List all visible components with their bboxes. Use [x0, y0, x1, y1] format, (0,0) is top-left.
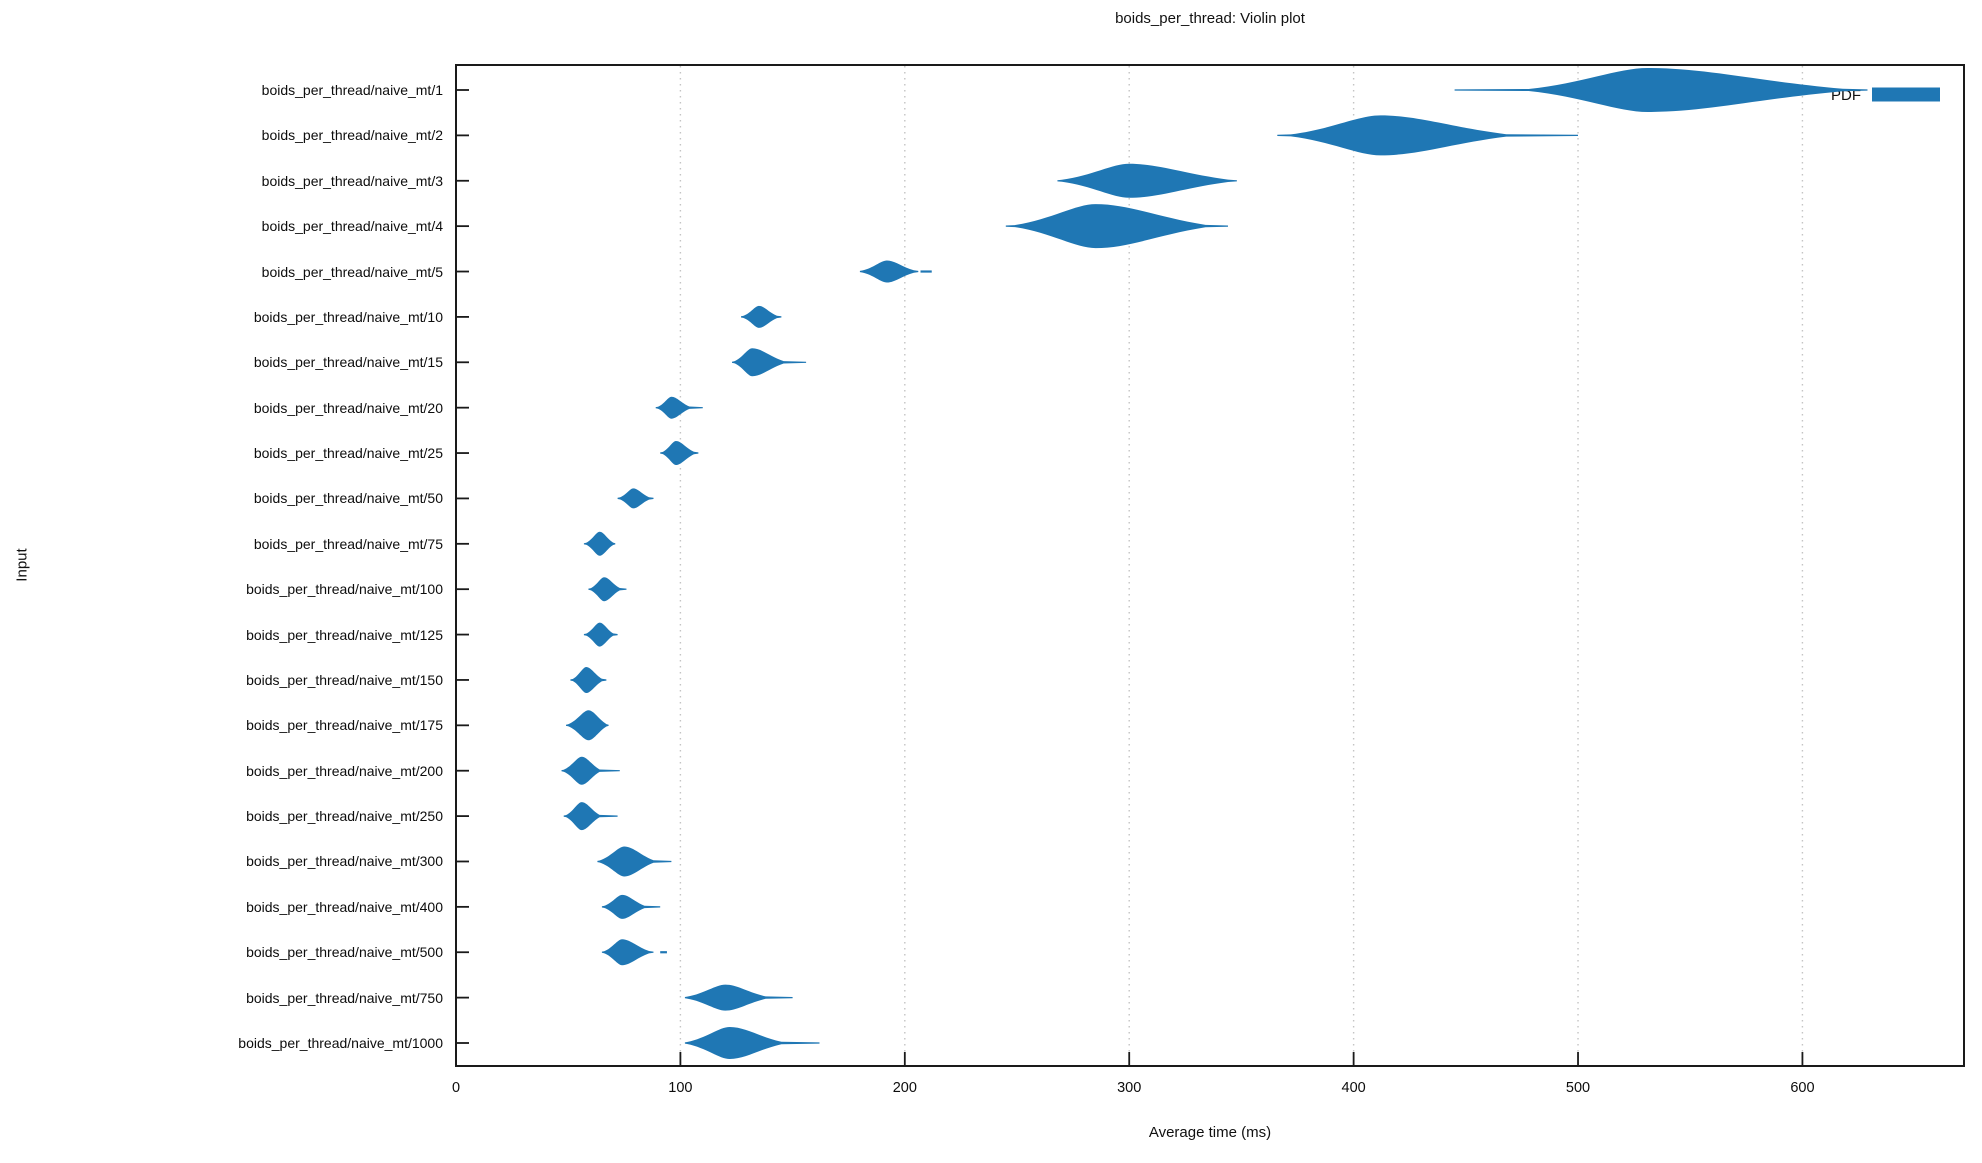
y-category-label: boids_per_thread/naive_mt/15: [253, 354, 443, 371]
x-tick-label: 600: [1790, 1080, 1815, 1096]
x-axis-title: Average time (ms): [1148, 1124, 1272, 1141]
violin: [563, 802, 618, 831]
violin: [1005, 204, 1228, 249]
violin: [1057, 163, 1237, 198]
y-category-label: boids_per_thread/naive_mt/250: [246, 808, 443, 825]
violin: [660, 441, 699, 465]
violin: [684, 1027, 820, 1059]
y-category-label: boids_per_thread/naive_mt/3: [261, 172, 443, 189]
x-tick-label: 200: [892, 1080, 917, 1096]
violin: [583, 531, 616, 556]
violin: [583, 622, 618, 647]
x-tick-label: 300: [1117, 1080, 1142, 1096]
y-category-label: boids_per_thread/naive_mt/2: [261, 127, 443, 144]
y-category-label: boids_per_thread/naive_mt/750: [246, 989, 443, 1006]
violin: [597, 846, 672, 877]
y-category-label: boids_per_thread/naive_mt/25: [253, 445, 443, 462]
y-category-label: boids_per_thread/naive_mt/1000: [238, 1035, 443, 1051]
y-category-label: boids_per_thread/naive_mt/75: [253, 535, 443, 552]
violin: [859, 260, 919, 283]
y-category-label: boids_per_thread/naive_mt/200: [246, 762, 443, 779]
x-tick-label: 100: [668, 1080, 693, 1096]
plot-border: [455, 64, 1965, 1067]
violin: [732, 348, 807, 377]
violin: [601, 894, 661, 919]
violin-outlier: [920, 270, 932, 273]
violin: [566, 710, 609, 741]
violin: [1277, 115, 1578, 156]
violin: [655, 396, 703, 419]
violin: [617, 488, 654, 509]
violin: [1454, 68, 1868, 112]
y-category-label: boids_per_thread/naive_mt/5: [261, 263, 443, 280]
y-category-label: boids_per_thread/naive_mt/50: [253, 490, 443, 507]
legend-swatch: [1872, 87, 1940, 102]
violin: [561, 756, 620, 785]
violin: [601, 939, 654, 966]
violin: [588, 577, 627, 602]
x-tick-label: 500: [1565, 1080, 1591, 1096]
y-category-label: boids_per_thread/naive_mt/20: [253, 399, 443, 416]
chart-title: boids_per_thread: Violin plot: [1115, 10, 1305, 27]
x-tick-label: 400: [1341, 1080, 1366, 1096]
y-category-label: boids_per_thread/naive_mt/125: [246, 626, 443, 643]
violin: [570, 667, 607, 693]
y-category-label: boids_per_thread/naive_mt/100: [246, 581, 443, 598]
violin: [741, 305, 782, 328]
y-category-label: boids_per_thread/naive_mt/500: [246, 944, 443, 961]
y-category-label: boids_per_thread/naive_mt/150: [246, 671, 443, 688]
y-category-label: boids_per_thread/naive_mt/4: [261, 218, 443, 235]
y-category-label: boids_per_thread/naive_mt/400: [246, 898, 443, 915]
y-category-label: boids_per_thread/naive_mt/10: [253, 308, 443, 325]
y-category-label: boids_per_thread/naive_mt/1: [261, 82, 443, 98]
violin-outlier: [660, 951, 667, 954]
y-category-label: boids_per_thread/naive_mt/175: [246, 717, 443, 734]
y-category-label: boids_per_thread/naive_mt/300: [246, 853, 443, 870]
violin: [684, 984, 793, 1011]
x-tick-label: 0: [451, 1080, 461, 1096]
